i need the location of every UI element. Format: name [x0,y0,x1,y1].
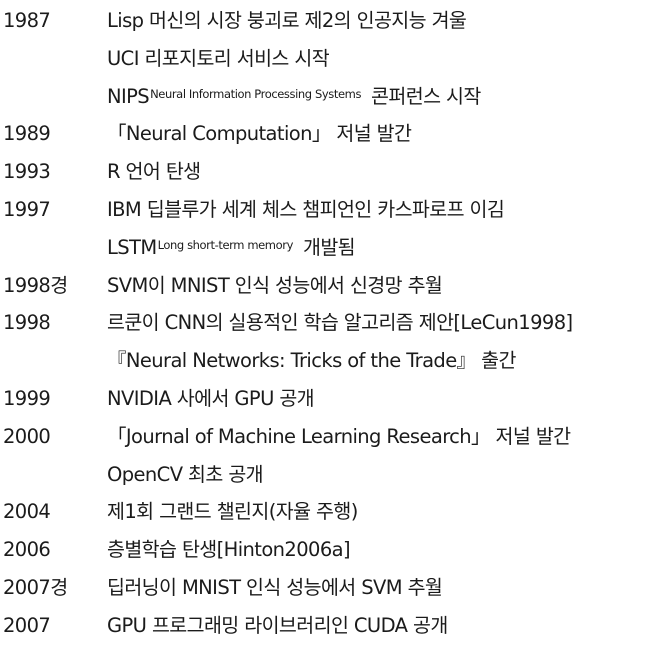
row-event: 『Neural Networks: Tricks of the Trade』 출… [107,349,516,373]
timeline-row-2000: 2000 「Journal of Machine Learning Resear… [0,418,657,456]
row-event-tail: 개발됨 [302,235,356,259]
timeline-row-lstm: LSTMLong short-term memory 개발됨 [0,229,657,267]
timeline-row-nips: NIPSNeural Information Processing System… [0,78,657,116]
row-event: LSTMLong short-term memory 개발됨 [107,229,356,267]
timeline-row-1998-approx: 1998경 SVM이 MNIST 인식 성능에서 신경망 추월 [0,267,657,305]
row-event: OpenCV 최초 공개 [107,462,264,486]
row-event-tail: 콘퍼런스 시작 [371,84,481,108]
row-event-term: NIPS [107,84,150,108]
timeline-row-2006: 2006 층별학습 탄생[Hinton2006a] [0,531,657,569]
row-event: GPU 프로그래밍 라이브러리인 CUDA 공개 [107,613,448,637]
row-event: 「Neural Computation」 저널 발간 [107,122,412,146]
row-event: SVM이 MNIST 인식 성능에서 신경망 추월 [107,273,443,297]
row-event: NVIDIA 사에서 GPU 공개 [107,386,315,410]
row-year: 1999 [3,386,51,410]
timeline-row-1989: 1989 「Neural Computation」 저널 발간 [0,115,657,153]
row-year: 2007 [3,613,51,637]
row-year: 1987 [3,9,51,32]
timeline-row-2007: 2007 GPU 프로그래밍 라이브러리인 CUDA 공개 [0,607,657,645]
timeline-row-uci: UCI 리포지토리 서비스 시작 [0,40,657,78]
timeline-row-1999: 1999 NVIDIA 사에서 GPU 공개 [0,380,657,418]
row-event-superscript: Long short-term memory [157,237,294,252]
row-year: 1993 [3,160,51,184]
row-event: IBM 딥블루가 세계 체스 챔피언인 카스파로프 이김 [107,197,505,221]
row-year: 1998경 [3,273,68,297]
timeline-row-1993: 1993 R 언어 탄생 [0,153,657,191]
timeline-row-2007-approx: 2007경 딥러닝이 MNIST 인식 성능에서 SVM 추월 [0,569,657,607]
row-event: Lisp 머신의 시장 붕괴로 제2의 인공지능 겨울 [107,9,467,32]
row-year: 2007경 [3,575,68,599]
timeline-row-1997: 1997 IBM 딥블루가 세계 체스 챔피언인 카스파로프 이김 [0,191,657,229]
row-year: 1998 [3,311,51,335]
row-event: R 언어 탄생 [107,160,201,184]
row-year: 1997 [3,197,51,221]
row-event: 르쿤이 CNN의 실용적인 학습 알고리즘 제안[LeCun1998] [107,311,573,335]
row-event-term: LSTM [107,235,157,259]
row-event: NIPSNeural Information Processing System… [107,78,481,116]
row-year: 2000 [3,424,51,448]
row-event: UCI 리포지토리 서비스 시작 [107,46,330,70]
row-event: 「Journal of Machine Learning Research」 저… [107,424,571,448]
timeline-row-tricks: 『Neural Networks: Tricks of the Trade』 출… [0,342,657,380]
timeline-row-2004: 2004 제1회 그랜드 챌린지(자율 주행) [0,493,657,531]
row-event: 제1회 그랜드 챌린지(자율 주행) [107,500,358,524]
row-year: 2006 [3,538,51,562]
row-event: 딥러닝이 MNIST 인식 성능에서 SVM 추월 [107,575,443,599]
row-event-superscript: Neural Information Processing Systems [150,86,362,101]
timeline-row-opencv: OpenCV 최초 공개 [0,456,657,494]
timeline-row-1987-lisp: 1987 Lisp 머신의 시장 붕괴로 제2의 인공지능 겨울 [0,2,657,40]
row-event: 층별학습 탄생[Hinton2006a] [107,538,351,562]
row-year: 1989 [3,122,51,146]
timeline-row-1998: 1998 르쿤이 CNN의 실용적인 학습 알고리즘 제안[LeCun1998] [0,304,657,342]
row-year: 2004 [3,500,51,524]
